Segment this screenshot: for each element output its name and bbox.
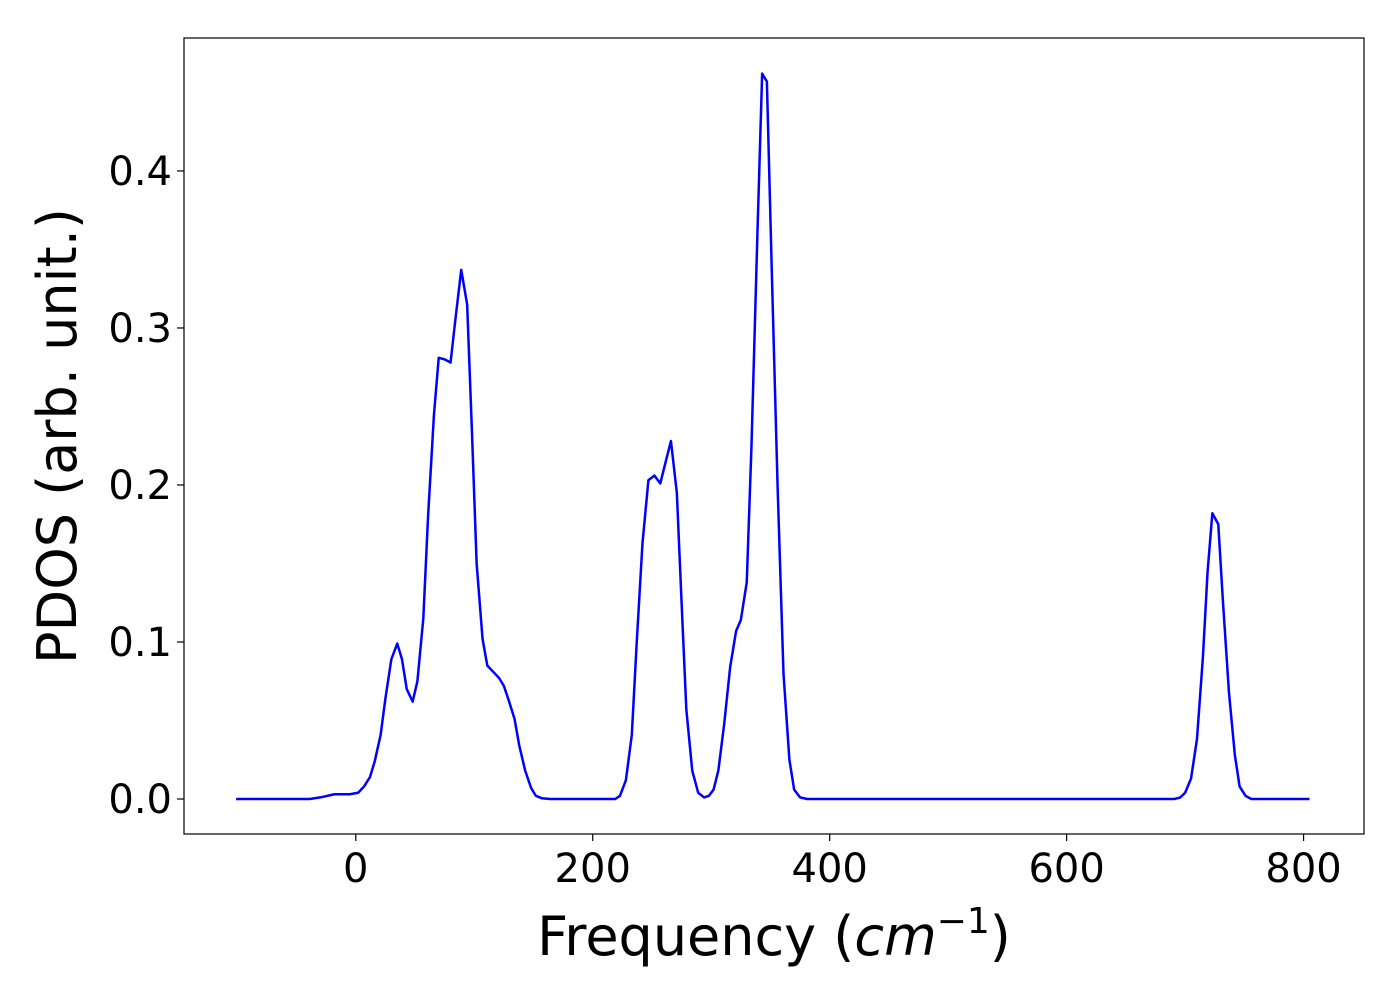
x-tick-label: 200 [555,846,631,892]
x-label-exponent: −1 [937,901,990,942]
y-tick-label: 0.1 [108,620,172,666]
y-tick-label: 0.0 [108,777,172,823]
x-tick-label: 600 [1028,846,1104,892]
x-tick-label: 400 [792,846,868,892]
y-axis-label: PDOS (arb. unit.) [26,208,89,664]
x-label-unit: cm [854,905,936,968]
x-tick-label: 0 [343,846,368,892]
x-tick-label: 800 [1265,846,1341,892]
y-tick-label: 0.2 [108,463,172,509]
x-label-text: Frequency ( [537,905,854,968]
plot-frame [183,37,1365,835]
y-tick-label: 0.4 [108,149,172,195]
y-tick-label: 0.3 [108,306,172,352]
x-label-close: ) [990,905,1011,968]
data-line [236,72,1310,801]
x-axis-label: Frequency (cm−1) [537,901,1011,968]
